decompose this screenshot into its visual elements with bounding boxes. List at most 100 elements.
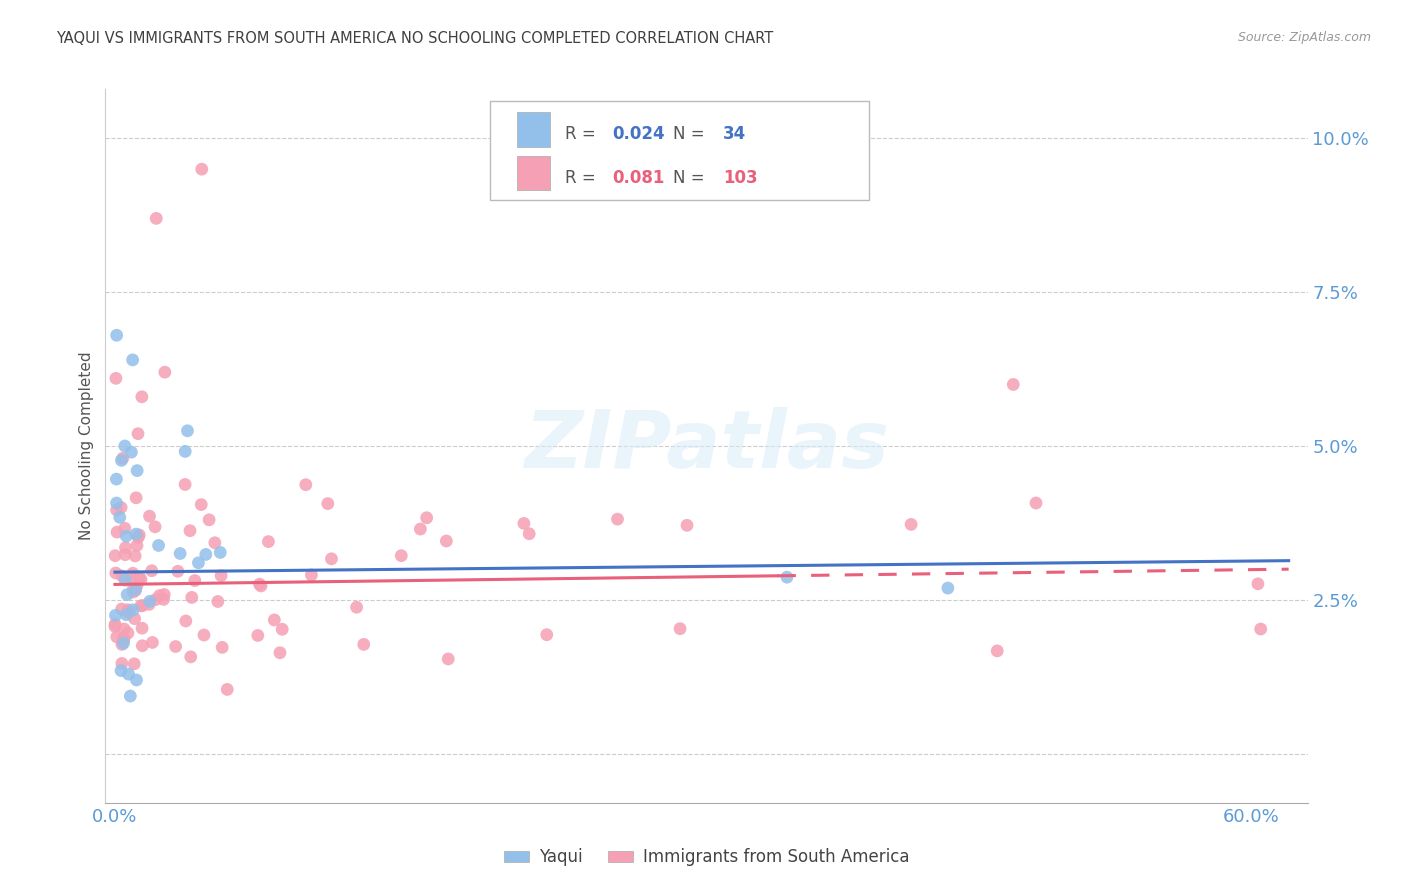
- Point: [104, 549, 127, 563]
- Point: [263, 613, 285, 627]
- Point: [111, 637, 134, 651]
- Point: [128, 571, 150, 585]
- Legend: Yaqui, Immigrants from South America: Yaqui, Immigrants from South America: [498, 842, 915, 873]
- Point: [152, 592, 174, 607]
- Point: [180, 649, 202, 664]
- Point: [131, 639, 153, 653]
- Point: [294, 477, 316, 491]
- Text: 0.081: 0.081: [613, 169, 665, 186]
- Point: [169, 547, 191, 561]
- Point: [209, 545, 232, 559]
- Point: [517, 526, 540, 541]
- Point: [190, 498, 212, 512]
- Point: [174, 477, 197, 491]
- Point: [194, 548, 217, 562]
- Point: [112, 636, 135, 650]
- Point: [104, 566, 127, 580]
- Point: [148, 589, 170, 603]
- Point: [176, 424, 198, 438]
- Point: [131, 390, 153, 404]
- Point: [936, 581, 959, 595]
- Point: [198, 513, 221, 527]
- Point: [104, 371, 127, 385]
- Point: [179, 524, 201, 538]
- Text: N =: N =: [673, 169, 710, 186]
- Text: 0.024: 0.024: [613, 125, 665, 143]
- Point: [1025, 496, 1047, 510]
- Point: [115, 529, 138, 543]
- Point: [114, 548, 136, 562]
- Bar: [516, 112, 550, 146]
- Point: [122, 585, 145, 599]
- Point: [153, 587, 176, 601]
- Point: [105, 503, 128, 517]
- Point: [122, 657, 145, 671]
- Point: [112, 631, 135, 645]
- Point: [187, 556, 209, 570]
- Point: [900, 517, 922, 532]
- Point: [114, 573, 136, 587]
- Point: [127, 464, 149, 478]
- Point: [165, 640, 187, 654]
- Point: [115, 607, 138, 622]
- Point: [389, 549, 412, 563]
- Point: [676, 518, 699, 533]
- Text: Source: ZipAtlas.com: Source: ZipAtlas.com: [1237, 31, 1371, 45]
- Point: [114, 439, 136, 453]
- Point: [353, 637, 375, 651]
- Point: [153, 365, 176, 379]
- Point: [124, 583, 146, 598]
- Point: [174, 614, 197, 628]
- Point: [128, 528, 150, 542]
- Point: [536, 628, 558, 642]
- Text: 34: 34: [723, 125, 747, 143]
- Point: [138, 594, 160, 608]
- Point: [129, 599, 152, 613]
- Point: [138, 598, 160, 612]
- Point: [115, 588, 138, 602]
- Point: [111, 602, 134, 616]
- Point: [207, 594, 229, 608]
- Point: [105, 328, 128, 343]
- Y-axis label: No Schooling Completed: No Schooling Completed: [79, 351, 94, 541]
- Point: [145, 211, 167, 226]
- Point: [141, 635, 163, 649]
- Point: [117, 605, 139, 619]
- Point: [112, 622, 135, 636]
- Point: [111, 451, 134, 466]
- Point: [434, 534, 457, 549]
- Text: ZIPatlas: ZIPatlas: [524, 407, 889, 485]
- Point: [131, 621, 153, 635]
- Point: [125, 673, 148, 687]
- Point: [190, 162, 212, 177]
- Point: [125, 491, 148, 505]
- Point: [105, 525, 128, 540]
- Point: [127, 426, 149, 441]
- Point: [513, 516, 536, 531]
- Point: [217, 682, 239, 697]
- Point: [114, 521, 136, 535]
- Point: [299, 568, 322, 582]
- Point: [209, 568, 232, 582]
- Point: [110, 453, 132, 467]
- Point: [271, 622, 294, 636]
- Text: N =: N =: [673, 125, 710, 143]
- Point: [121, 572, 143, 586]
- Point: [111, 657, 134, 671]
- Point: [257, 534, 280, 549]
- Point: [117, 667, 139, 681]
- Point: [124, 549, 146, 563]
- Point: [104, 619, 127, 633]
- Point: [125, 538, 148, 552]
- Point: [125, 578, 148, 592]
- Point: [316, 497, 339, 511]
- Point: [122, 603, 145, 617]
- Point: [606, 512, 628, 526]
- Point: [117, 603, 139, 617]
- Point: [204, 535, 226, 549]
- Point: [118, 604, 141, 618]
- Point: [415, 510, 437, 524]
- Point: [249, 577, 271, 591]
- Point: [121, 352, 143, 367]
- Point: [143, 520, 166, 534]
